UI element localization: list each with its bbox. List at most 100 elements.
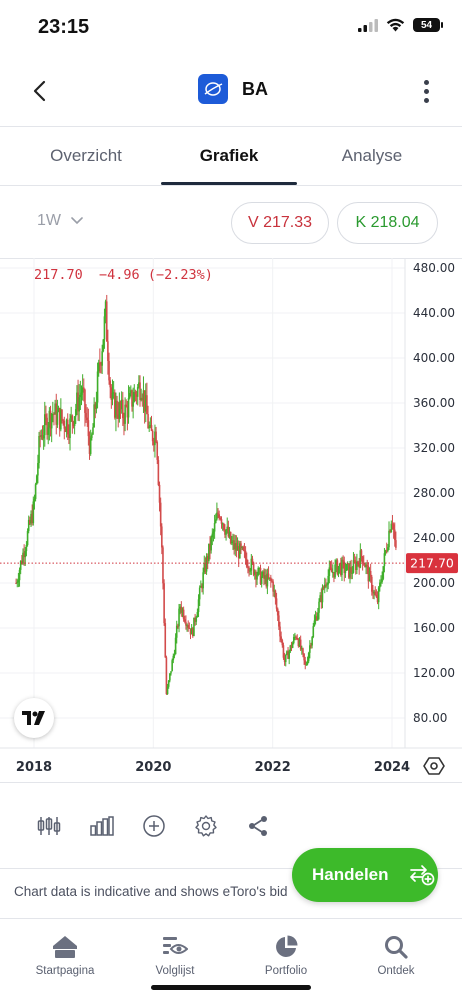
candle-body (329, 567, 332, 569)
candle-body (368, 570, 371, 582)
boeing-logo (198, 74, 228, 104)
candle-body (148, 426, 151, 429)
x-tick-label: 2024 (374, 760, 410, 775)
candle-body (204, 563, 207, 572)
candle-body (392, 524, 395, 530)
candle-body (348, 563, 350, 578)
candle-body (249, 570, 251, 572)
candle-body (22, 552, 24, 564)
candle-body (65, 419, 68, 433)
candle-body (72, 421, 75, 426)
interval-dropdown[interactable]: 1W (37, 212, 83, 230)
tab-chart[interactable]: Grafiek (199, 146, 259, 165)
candle-body (173, 654, 176, 656)
candle-body (282, 645, 285, 658)
y-tick-label: 120.00 (413, 666, 455, 680)
more-options-button[interactable] (412, 76, 440, 106)
nav-discover[interactable]: Ontdek (346, 933, 446, 977)
candle-body (27, 519, 30, 532)
candle-body (359, 550, 362, 568)
candle-body (38, 435, 40, 464)
candle-body (111, 392, 114, 400)
candle-body (34, 484, 37, 499)
candle-body (105, 301, 108, 342)
candle-body (309, 645, 311, 653)
nav-portfolio[interactable]: Portfolio (236, 933, 336, 977)
share-button[interactable] (244, 812, 272, 840)
candles-button[interactable] (35, 812, 63, 840)
candle-body (237, 546, 240, 559)
candle-body (286, 651, 288, 655)
price-chart[interactable]: 217.70 480.00 440.00 400.00 360.00 320.00 280.… (0, 258, 462, 782)
candle-body (340, 563, 342, 575)
sell-price-button[interactable]: V 217.33 (231, 202, 329, 244)
candle-body (263, 571, 265, 579)
candles-icon (37, 817, 61, 835)
buy-price-button[interactable]: K 218.04 (337, 202, 438, 244)
candle-body (253, 571, 256, 575)
candle-body (357, 561, 359, 564)
candle-body (107, 341, 109, 361)
candle-body (252, 562, 255, 575)
candle-body (31, 513, 33, 524)
candle-body (94, 404, 97, 409)
add-indicator-button[interactable] (140, 812, 168, 840)
candle-body (56, 411, 59, 425)
candle-body (314, 616, 317, 621)
tab-overview[interactable]: Overzicht (50, 146, 122, 165)
nav-home[interactable]: Startpagina (15, 933, 115, 977)
watchlist-icon (163, 937, 188, 954)
candle-body (133, 391, 136, 402)
tab-analysis[interactable]: Analyse (341, 146, 403, 165)
candle-body (307, 652, 310, 662)
x-tick-label: 2020 (135, 760, 171, 775)
candle-body (99, 362, 101, 365)
nav-watchlist-label: Volglijst (155, 965, 195, 977)
candle-body (289, 645, 292, 652)
candle-body (100, 364, 102, 366)
bars-button[interactable] (88, 812, 116, 840)
candle-body (132, 401, 134, 407)
nav-watchlist[interactable]: Volglijst (125, 933, 225, 977)
candle-body (141, 397, 144, 401)
candle-body (84, 389, 86, 413)
candle-body (337, 566, 340, 575)
candle-body (362, 563, 365, 565)
candle-body (351, 572, 354, 574)
candle-body (305, 664, 308, 666)
candle-body (205, 556, 208, 572)
candle-body (297, 639, 300, 647)
candle-body (236, 546, 239, 551)
candle-body (85, 412, 87, 418)
candle-body (341, 559, 343, 575)
candle-body (313, 620, 316, 627)
candle-body (328, 567, 331, 577)
candle-body (274, 590, 277, 599)
candle-body (268, 577, 271, 579)
home-icon (53, 936, 77, 958)
candlestick-chart[interactable]: 217.70 480.00 440.00 400.00 360.00 320.00 280.… (0, 258, 462, 782)
chart-controls: 1W V 217.33 K 218.04 (0, 186, 462, 258)
candle-body (279, 626, 281, 637)
candle-body (136, 387, 139, 397)
candle-body (42, 435, 45, 439)
tradingview-logo[interactable] (14, 698, 54, 738)
candle-body (189, 628, 192, 635)
chart-settings-hex-icon[interactable] (423, 755, 445, 777)
candle-body (311, 636, 313, 646)
candle-body (235, 543, 238, 551)
candle-body (361, 556, 364, 564)
candle-body (194, 617, 196, 622)
candle-body (303, 653, 305, 661)
candle-body (113, 392, 116, 418)
trade-button[interactable]: Handelen (292, 848, 438, 902)
chart-settings-button[interactable] (192, 812, 220, 840)
back-button[interactable] (22, 74, 56, 108)
candle-body (261, 571, 264, 577)
candle-body (225, 529, 227, 535)
candle-body (124, 404, 126, 424)
home-indicator (151, 985, 311, 990)
candle-body (197, 599, 200, 613)
candle-body (216, 512, 218, 520)
candle-body (123, 418, 125, 424)
